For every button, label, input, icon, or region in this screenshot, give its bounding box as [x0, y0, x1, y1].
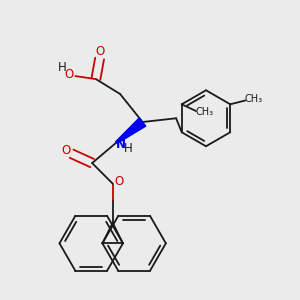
Text: N: N — [116, 138, 126, 151]
Text: O: O — [95, 45, 104, 58]
Text: CH₃: CH₃ — [244, 94, 262, 104]
Text: O: O — [61, 144, 70, 157]
Text: O: O — [65, 68, 74, 81]
Text: O: O — [115, 175, 124, 188]
Text: H: H — [124, 142, 133, 155]
Text: CH₃: CH₃ — [195, 107, 213, 118]
Text: H: H — [58, 61, 67, 74]
Polygon shape — [116, 118, 146, 143]
